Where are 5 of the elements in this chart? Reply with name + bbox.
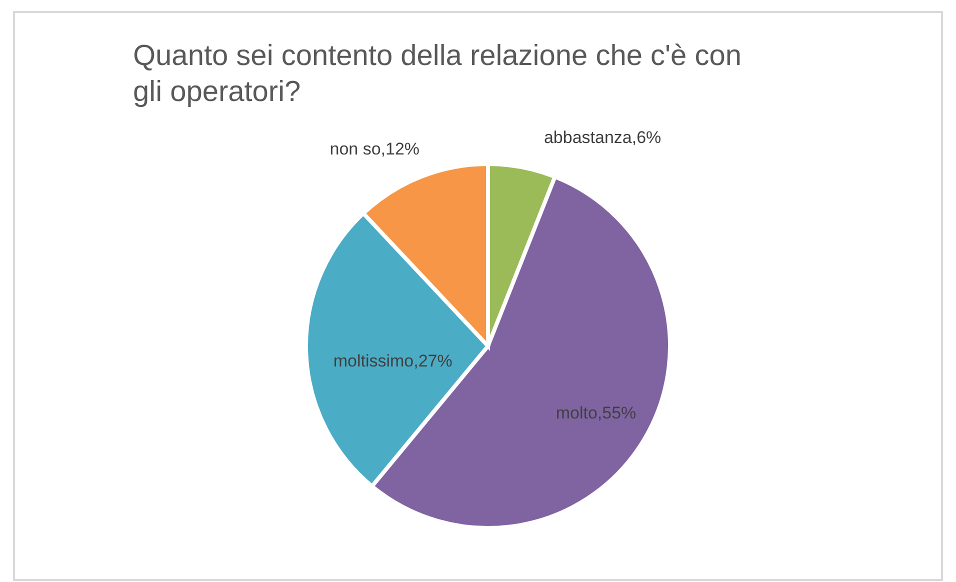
slice-label: molto,55% [556, 404, 636, 423]
chart-title: Quanto sei contento della relazione che c'è con gli operatori? [133, 40, 742, 108]
slice-label: moltissimo,27% [333, 351, 452, 370]
slice-label: abbastanza,6% [544, 128, 662, 147]
slice-label: non so,12% [330, 140, 420, 159]
